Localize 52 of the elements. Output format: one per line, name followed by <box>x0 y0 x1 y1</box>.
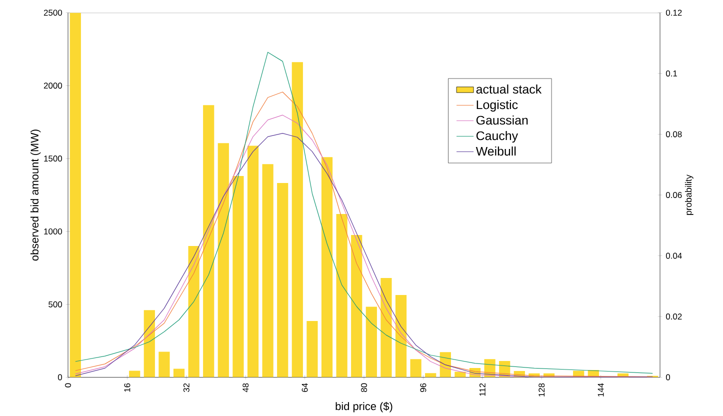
y2-tick-label: 0.08 <box>666 131 682 138</box>
y2-tick-label: 0.1 <box>666 70 678 76</box>
legend-label: Gaussian <box>476 115 528 125</box>
x-tick-label: 112 <box>479 383 486 396</box>
bar <box>277 183 288 378</box>
y2-tick-label: 0.04 <box>666 252 682 259</box>
legend-label: Logistic <box>476 100 518 112</box>
x-tick-label: 48 <box>242 383 249 392</box>
bar <box>203 105 214 378</box>
bar <box>366 306 377 378</box>
x-tick-label: 64 <box>302 383 308 392</box>
x-tick-label: 32 <box>183 383 190 392</box>
bar <box>173 368 185 378</box>
bar <box>395 295 407 378</box>
bar <box>158 352 170 378</box>
y2-axis-title: probability <box>684 174 694 215</box>
x-tick-label: 16 <box>124 383 130 392</box>
y-axis-title: observed bid amount (MW) <box>30 130 41 261</box>
x-tick-label: 96 <box>420 383 426 392</box>
y2-tick-label: 0.06 <box>666 192 682 198</box>
y-tick-label: 0 <box>58 374 62 380</box>
bar <box>247 146 259 378</box>
legend-label: actual stack <box>476 84 542 94</box>
bar <box>188 246 200 378</box>
y2-tick-label: 0.12 <box>666 10 682 16</box>
bar <box>262 164 274 378</box>
bar <box>218 143 229 378</box>
bar <box>144 310 155 378</box>
x-tick-label: 144 <box>598 383 604 396</box>
y-tick-label: 1500 <box>44 156 62 162</box>
y-tick-label: 2000 <box>44 82 62 89</box>
y-tick-label: 1000 <box>44 228 62 234</box>
bar <box>321 157 333 378</box>
y-tick-label: 500 <box>48 301 62 308</box>
legend-label: Cauchy <box>476 130 518 143</box>
bar <box>410 359 422 378</box>
x-tick-label: 0 <box>65 383 71 388</box>
legend-label: Weibull <box>476 146 516 156</box>
x-tick-label: 80 <box>361 383 367 392</box>
x-axis-title: bid price ($) <box>336 402 392 412</box>
y-tick-label: 2500 <box>44 10 62 16</box>
bar <box>306 321 318 378</box>
bar <box>129 370 140 378</box>
y2-tick-label: 0 <box>666 374 670 380</box>
bar <box>351 234 362 378</box>
bar <box>292 62 303 378</box>
bar <box>336 214 348 378</box>
y2-tick-label: 0.02 <box>666 314 682 320</box>
bar <box>232 176 244 378</box>
x-tick-label: 128 <box>538 383 545 396</box>
bar <box>380 278 392 378</box>
bar <box>425 373 436 378</box>
